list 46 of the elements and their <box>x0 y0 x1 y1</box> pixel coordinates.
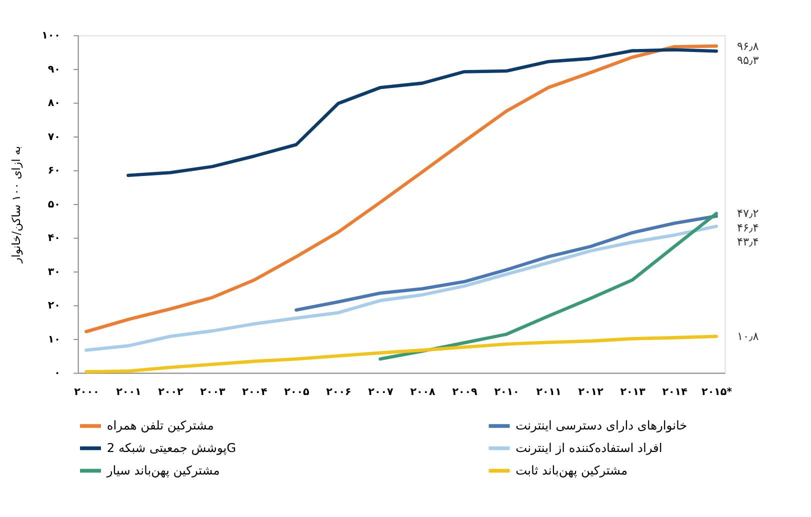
x-tick-label: ۲۰۰۴ <box>242 386 268 398</box>
y-tick-label: ۷۰ <box>48 130 60 143</box>
y-tick-label: ۴۰ <box>48 232 60 244</box>
x-tick-label: ۲۰۰۰ <box>74 386 100 398</box>
x-tick-label: ۲۰۰۶ <box>326 386 352 398</box>
line-series <box>126 48 718 177</box>
x-tick-label: ۲۰۱۱ <box>536 386 562 398</box>
x-tick-label: ۲۰۰۱ <box>116 386 142 398</box>
x-tick-label: ۲۰۱۰ <box>494 386 520 398</box>
x-tick-label: ۲۰۰۷ <box>368 386 394 398</box>
annotation: ۱۰٫۸ <box>736 330 759 344</box>
annotation: ۴۳٫۴ <box>736 235 759 248</box>
legend-label: پوشش جمعیتی شبکه 2G <box>106 441 236 456</box>
y-tick-label: ۵۰ <box>48 198 60 210</box>
x-tick-label: ۲۰۰۵ <box>284 386 310 398</box>
y-tick-label: ۹۰ <box>48 63 60 76</box>
x-tick-label: ۲۰۱۵* <box>702 386 733 398</box>
y-tick-label: ۳۰ <box>48 266 60 278</box>
line-series <box>294 214 718 312</box>
x-tick-label: ۲۰۰۹ <box>452 386 478 398</box>
legend-label: مشترکین تلفن همراه <box>106 418 214 433</box>
line-series <box>84 334 718 374</box>
x-tick-label: ۲۰۰۳ <box>200 386 226 398</box>
x-tick-label: ۲۰۱۲ <box>578 386 604 398</box>
x-tick-label: ۲۰۰۲ <box>158 386 184 398</box>
x-tick-label: ۲۰۱۴ <box>662 386 688 398</box>
y-tick-label: ۶۰ <box>48 164 60 177</box>
line-series <box>84 44 718 334</box>
x-tick-label: ۲۰۰۸ <box>410 386 436 398</box>
annotation: ۹۶٫۸ <box>736 40 759 53</box>
annotation: ۹۵٫۳ <box>736 54 759 67</box>
y-tick-label: ۱۰۰ <box>42 30 60 42</box>
annotation: ۴۷٫۲ <box>736 207 759 220</box>
y-axis-title: به ازای ۱۰۰ ساکن/خانوار <box>10 146 24 264</box>
legend-label: مشترکین پهن‌باند سیار <box>106 464 220 478</box>
y-tick-label: ۰ <box>54 367 60 380</box>
legend-label: مشترکین پهن‌باند ثابت <box>516 464 628 478</box>
y-tick-label: ۱۰ <box>48 333 60 346</box>
x-tick-label: ۲۰۱۳ <box>620 386 646 398</box>
y-tick-label: ۸۰ <box>48 97 60 110</box>
legend-label: افراد استفاده‌کننده از اینترنت <box>516 441 662 456</box>
annotation: ۴۶٫۴ <box>736 221 759 234</box>
y-tick-label: ۲۰ <box>48 300 60 312</box>
legend-label: خانوارهای دارای دسترسی اینترنت <box>516 418 688 433</box>
line-series <box>84 224 718 352</box>
line-series <box>378 212 718 361</box>
